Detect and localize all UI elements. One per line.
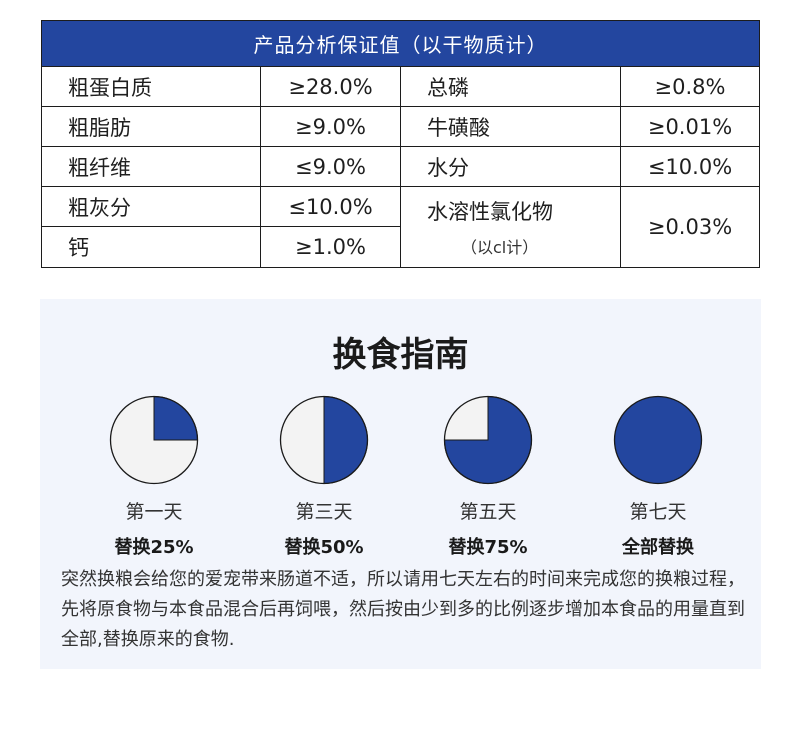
row-value-taurine: ≥0.01% xyxy=(621,107,759,147)
row-value-crude-ash: ≤10.0% xyxy=(261,187,401,227)
pie-day-3 xyxy=(279,395,369,485)
row-value-crude-fat: ≥9.0% xyxy=(261,107,401,147)
row-name-crude-fiber: 粗纤维 xyxy=(42,147,261,187)
step-label: 替换25% xyxy=(114,537,194,558)
pie-slice xyxy=(614,396,702,484)
row-name-calcium: 钙 xyxy=(42,227,261,267)
analysis-table: 产品分析保证值（以干物质计） 粗蛋白质 ≥28.0% 粗脂肪 ≥9.0% 粗纤维… xyxy=(41,20,760,268)
pie-outline xyxy=(109,395,199,485)
step-label: 替换50% xyxy=(284,537,364,558)
chloride-label: 水溶性氯化物 xyxy=(427,200,553,224)
pie-outline xyxy=(443,395,533,485)
row-value-crude-fiber: ≤9.0% xyxy=(261,147,401,187)
step-label: 全部替换 xyxy=(622,537,694,558)
pie-outline xyxy=(279,395,369,485)
step-day: 第五天 xyxy=(459,501,517,523)
row-name-taurine: 牛磺酸 xyxy=(401,107,621,147)
step-day: 第三天 xyxy=(295,501,353,523)
row-name-water-soluble-chloride: 水溶性氯化物 （以cl计） xyxy=(401,187,621,267)
pie-outline xyxy=(613,395,703,485)
pie-day-1 xyxy=(109,395,199,485)
row-name-total-phosphorus: 总磷 xyxy=(401,67,621,107)
row-value-moisture: ≤10.0% xyxy=(621,147,759,187)
step-caption-day-3: 第三天 替换50% xyxy=(244,497,404,559)
chloride-note: （以cl计） xyxy=(461,238,539,257)
step-day: 第一天 xyxy=(125,501,183,523)
row-name-moisture: 水分 xyxy=(401,147,621,187)
table-title: 产品分析保证值（以干物质计） xyxy=(42,21,759,67)
row-value-water-soluble-chloride: ≥0.03% xyxy=(647,215,733,239)
row-name-crude-fat: 粗脂肪 xyxy=(42,107,261,147)
pie-day-7 xyxy=(613,395,703,485)
step-label: 替换75% xyxy=(448,537,528,558)
row-value-crude-protein: ≥28.0% xyxy=(261,67,401,107)
table-grid: 粗蛋白质 ≥28.0% 粗脂肪 ≥9.0% 粗纤维 ≤9.0% 粗灰分 ≤10.… xyxy=(42,67,759,267)
pie-day-5 xyxy=(443,395,533,485)
step-caption-day-7: 第七天 全部替换 xyxy=(578,497,738,559)
row-name-crude-protein: 粗蛋白质 xyxy=(42,67,261,107)
step-day: 第七天 xyxy=(629,501,687,523)
row-value-total-phosphorus: ≥0.8% xyxy=(621,67,759,107)
row-value-calcium: ≥1.0% xyxy=(261,227,401,267)
step-caption-day-5: 第五天 替换75% xyxy=(408,497,568,559)
transition-guide-card: 换食指南 第一天 替换25% 第三天 替换50% 第五天 替换75% 第七天 全… xyxy=(40,299,761,669)
pie-slice xyxy=(323,395,368,485)
row-name-crude-ash: 粗灰分 xyxy=(42,187,261,227)
step-caption-day-1: 第一天 替换25% xyxy=(74,497,234,559)
guide-title: 换食指南 xyxy=(332,335,469,375)
guide-description: 突然换粮会给您的爱宠带来肠道不适，所以请用七天左右的时间来完成您的换粮过程，先将… xyxy=(61,569,745,650)
